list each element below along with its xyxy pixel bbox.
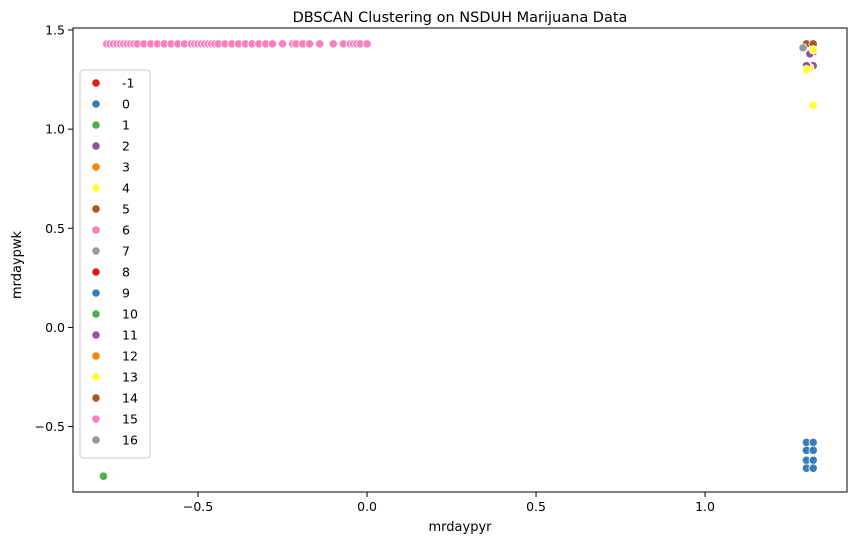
legend-label: 9 [122,286,130,301]
data-point-cluster-0 [808,455,818,465]
legend-marker [91,78,101,88]
legend-marker [91,204,101,214]
x-tick-label: 0.5 [526,499,546,514]
y-tick-label: −0.5 [35,419,65,434]
data-point-cluster-6 [328,39,338,49]
data-point-cluster-13 [801,65,812,75]
axis-ticks: −0.5 0.0 0.5 1.0 −0.5 0.0 0.5 1.0 1.5 [35,22,715,514]
legend-marker [91,435,101,445]
data-point-cluster-0 [808,437,818,448]
legend-marker [91,246,101,256]
legend-marker [91,309,101,319]
data-point-cluster-0 [808,445,818,455]
legend-label: 10 [122,307,138,322]
plot-frame [72,27,848,493]
y-tick-label: 0.0 [45,320,65,335]
legend-label: 13 [122,370,138,385]
legend-label: -1 [122,76,134,91]
x-tick-label: 0.0 [357,499,377,514]
data-point-cluster-13 [808,45,818,55]
data-point-cluster-6 [315,39,325,49]
legend-marker [91,372,101,382]
chart-title: DBSCAN Clustering on NSDUH Marijuana Dat… [293,10,628,26]
y-tick-label: 0.5 [45,221,65,236]
data-point-cluster-7 [798,43,808,53]
x-axis-label: mrdaypyr [429,520,493,535]
data-point-cluster-4 [808,100,818,110]
y-axis-label: mrdaypwk [10,230,25,299]
legend-label: 8 [122,265,130,280]
legend-marker [91,330,101,340]
legend-label: 11 [122,328,138,343]
data-point-cluster-1 [98,471,109,481]
legend-marker [91,351,101,361]
legend-label: 5 [122,202,130,217]
legend-marker [91,120,101,130]
legend-label: 16 [122,433,138,448]
data-point-cluster-6 [277,39,288,49]
legend-label: 3 [122,160,130,175]
legend-frame [79,69,151,459]
y-tick-label: 1.5 [45,22,65,37]
legend-marker [91,267,101,277]
legend-label: 15 [122,412,138,427]
legend-marker [91,393,101,403]
legend-marker [91,288,101,298]
legend-label: 12 [122,349,138,364]
data-point-cluster-0 [808,463,818,473]
data-point-cluster-6 [304,39,315,49]
y-tick-label: 1.0 [45,122,65,137]
legend-label: 7 [122,244,130,259]
data-points [98,39,818,481]
legend-marker [91,99,101,109]
legend-marker [91,414,101,424]
x-tick-label: −0.5 [183,499,213,514]
legend-marker [91,225,101,235]
legend-label: 14 [122,391,138,406]
data-point-cluster-6 [362,39,372,49]
legend-marker [91,162,101,172]
x-tick-label: 1.0 [695,499,715,514]
legend-label: 2 [122,139,130,154]
legend-label: 6 [122,223,130,238]
legend-label: 4 [122,181,130,196]
legend-label: 0 [122,97,130,112]
legend-marker [91,141,101,151]
legend-label: 1 [122,118,130,133]
data-point-cluster-6 [267,39,278,49]
legend-marker [91,183,101,193]
